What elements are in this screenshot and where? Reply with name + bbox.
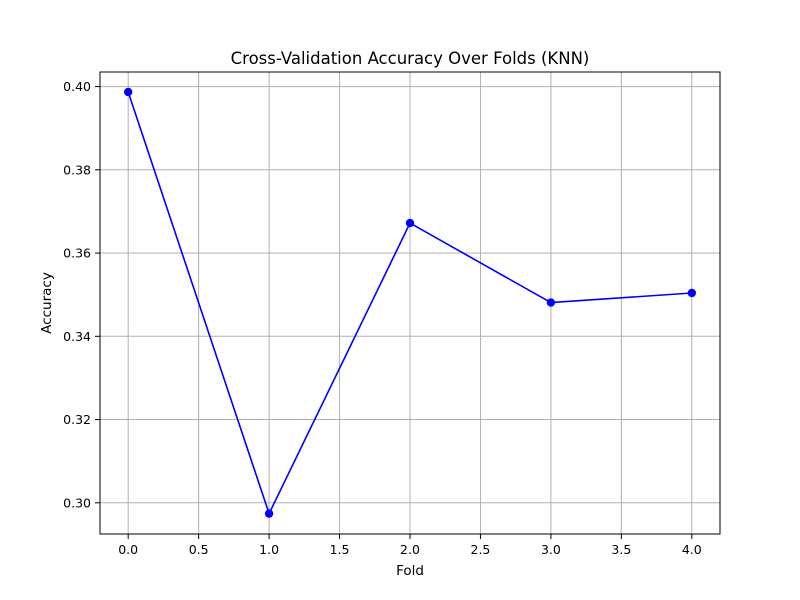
x-tick-label: 3.5 <box>611 542 631 557</box>
chart-title: Cross-Validation Accuracy Over Folds (KN… <box>231 49 590 68</box>
data-point <box>687 288 697 298</box>
grid-layer <box>100 72 720 534</box>
x-tick-label: 4.0 <box>682 542 702 557</box>
data-point <box>546 298 556 307</box>
y-tick-label: 0.38 <box>63 162 91 177</box>
y-tick-label: 0.34 <box>63 329 91 344</box>
data-point <box>405 218 415 228</box>
x-tick-label: 0.0 <box>118 542 138 557</box>
ticks-layer: 0.0 0.5 1.0 1.5 2.0 2.5 3.0 3.5 4.0 0.30 0.32 0.34 0… <box>63 79 702 557</box>
y-axis-label: Accuracy <box>39 272 55 334</box>
x-tick-label: 3.0 <box>541 542 561 557</box>
x-tick-label: 2.0 <box>400 542 420 557</box>
y-tick-label: 0.36 <box>63 246 91 261</box>
y-tick-label: 0.30 <box>63 495 91 510</box>
x-tick-label: 0.5 <box>189 542 209 557</box>
series-layer <box>123 87 697 518</box>
data-point <box>264 509 274 518</box>
x-tick-label: 1.0 <box>259 542 279 557</box>
y-tick-label: 0.32 <box>63 412 91 427</box>
x-axis-label: Fold <box>396 563 424 579</box>
x-tick-label: 1.5 <box>330 542 350 557</box>
x-tick-label: 2.5 <box>471 542 491 557</box>
data-point <box>123 87 133 97</box>
y-tick-label: 0.40 <box>63 79 91 94</box>
